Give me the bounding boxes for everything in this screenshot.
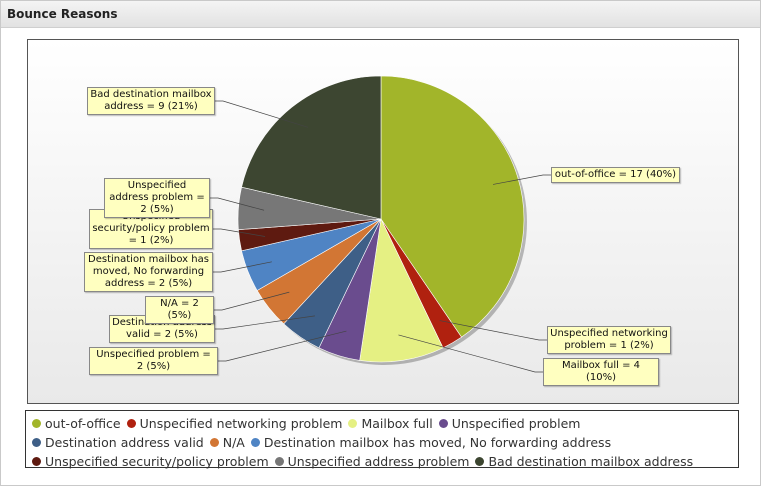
leader-line xyxy=(215,100,308,128)
legend-marker xyxy=(209,438,219,447)
legend: out-of-office Unspecified networking prob… xyxy=(25,410,739,471)
data-label: Unspecified networking problem = 1 (2%) xyxy=(547,326,671,354)
legend-item: Unspecified address problem xyxy=(274,452,470,471)
data-label: Mailbox full = 4 (10%) xyxy=(543,358,659,386)
leader-line xyxy=(218,330,347,362)
legend-label: Unspecified security/policy problem xyxy=(45,454,269,469)
legend-label: Mailbox full xyxy=(361,416,433,431)
legend-marker xyxy=(126,419,136,428)
leader-line xyxy=(439,320,547,341)
leader-line xyxy=(213,228,266,237)
legend-label: Destination address valid xyxy=(45,435,204,450)
leader-line xyxy=(492,174,551,185)
legend-item: Mailbox full xyxy=(348,414,433,433)
pie-slice xyxy=(380,75,525,338)
data-label: N/A = 2 (5%) xyxy=(145,296,214,324)
legend-marker xyxy=(348,419,358,428)
legend-item: Bad destination mailbox address xyxy=(475,452,693,471)
pie-slice xyxy=(241,75,382,220)
legend-marker xyxy=(32,438,41,447)
data-label: Unspecified problem = 2 (5%) xyxy=(89,347,218,375)
legend-item: out-of-office xyxy=(32,414,121,433)
legend-marker xyxy=(475,457,485,466)
data-label: Unspecified address problem = 2 (5%) xyxy=(104,178,210,218)
legend-item: Unspecified security/policy problem xyxy=(32,452,269,471)
panel-header: Bounce Reasons xyxy=(1,1,760,28)
panel-title: Bounce Reasons xyxy=(7,7,118,21)
legend-marker xyxy=(32,457,41,466)
leader-line xyxy=(215,315,315,330)
legend-marker xyxy=(250,438,260,447)
legend-item: N/A xyxy=(209,433,245,452)
legend-label: Unspecified networking problem xyxy=(139,416,343,431)
legend-item: Destination mailbox has moved, No forwar… xyxy=(250,433,612,452)
data-label: Destination mailbox has moved, No forwar… xyxy=(84,252,213,292)
legend-item: Unspecified networking problem xyxy=(126,414,343,433)
legend-label: Unspecified address problem xyxy=(287,454,470,469)
pie-slice xyxy=(359,217,444,363)
data-label: Bad destination mailbox address = 9 (21%… xyxy=(87,87,215,115)
legend-marker xyxy=(274,457,284,466)
leader-line xyxy=(213,261,272,273)
data-label: out-of-office = 17 (40%) xyxy=(551,167,680,183)
legend-marker xyxy=(32,419,41,428)
legend-item: Destination address valid xyxy=(32,433,204,452)
legend-marker xyxy=(438,419,448,428)
leader-line xyxy=(398,334,543,373)
leader-line xyxy=(210,197,265,211)
legend-label: out-of-office xyxy=(45,416,121,431)
legend-item: Unspecified problem xyxy=(438,414,581,433)
legend-label: N/A xyxy=(222,435,245,450)
legend-label: Bad destination mailbox address xyxy=(488,454,694,469)
legend-label: Destination mailbox has moved, No forwar… xyxy=(263,435,612,450)
leader-line xyxy=(214,291,290,311)
legend-label: Unspecified problem xyxy=(451,416,581,431)
